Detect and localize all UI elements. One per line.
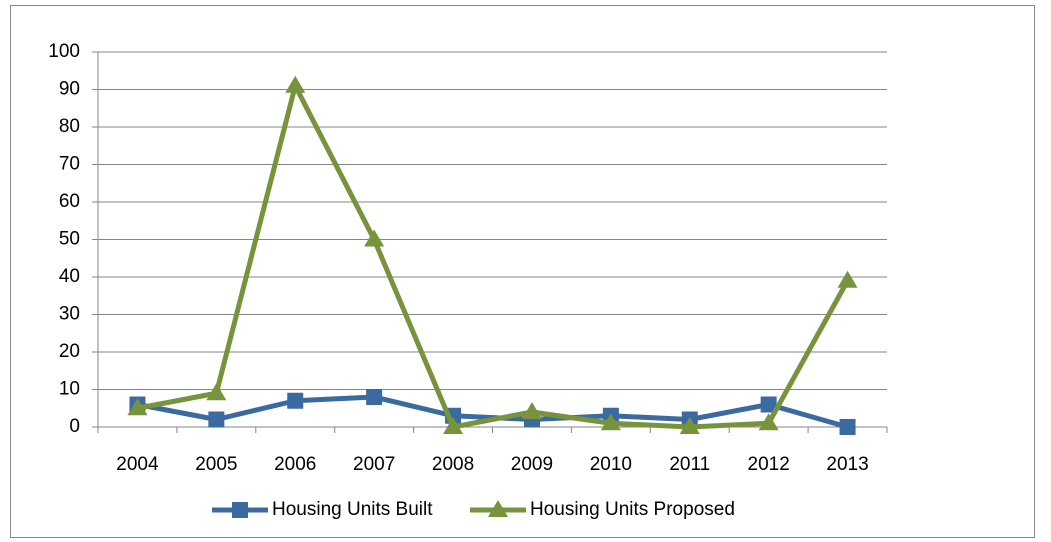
y-tick-label: 60	[59, 191, 80, 212]
legend-label: Housing Units Proposed	[530, 499, 735, 520]
y-tick-label: 70	[59, 154, 80, 175]
point-marker	[521, 402, 542, 419]
x-tick-label: 2012	[748, 454, 790, 475]
x-tick-label: 2009	[511, 454, 553, 475]
x-tick-label: 2006	[274, 454, 316, 475]
y-tick-label: 10	[59, 379, 80, 400]
point-marker	[839, 419, 856, 435]
y-tick-label: 100	[48, 41, 80, 62]
y-tick-label: 0	[69, 416, 80, 437]
x-tick-label: 2011	[669, 454, 710, 475]
x-tick-label: 2008	[432, 454, 474, 475]
x-tick-label: 2013	[826, 454, 868, 475]
y-tick-label: 20	[59, 341, 80, 362]
point-marker	[366, 389, 383, 405]
point-marker	[206, 383, 227, 401]
point-marker	[364, 229, 385, 247]
point-marker	[600, 413, 621, 431]
x-tick-label: 2010	[590, 454, 632, 475]
y-tick-label: 90	[59, 79, 80, 100]
point-marker	[208, 411, 225, 428]
y-tick-label: 50	[59, 229, 80, 250]
point-marker	[443, 417, 464, 434]
point-marker	[758, 413, 779, 431]
x-tick-label: 2005	[195, 454, 237, 475]
point-marker	[287, 392, 304, 409]
legend-marker	[232, 502, 248, 518]
chart-border	[10, 5, 1035, 538]
point-marker	[127, 398, 148, 416]
legend-label: Housing Units Built	[272, 499, 433, 520]
point-marker	[760, 396, 777, 413]
point-marker	[679, 417, 700, 434]
x-tick-label: 2004	[116, 454, 159, 475]
y-tick-label: 80	[59, 116, 80, 137]
point-marker	[285, 75, 306, 93]
point-marker	[837, 270, 858, 288]
y-tick-label: 30	[59, 304, 80, 325]
legend-marker	[488, 500, 508, 517]
series-line	[136, 83, 850, 430]
x-tick-label: 2007	[353, 454, 395, 475]
y-tick-label: 40	[59, 266, 80, 287]
